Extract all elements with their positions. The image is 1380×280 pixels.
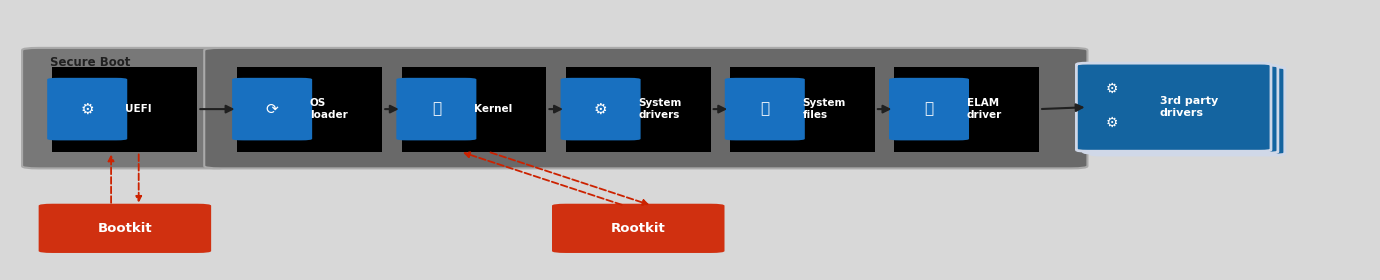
Bar [237, 67, 382, 151]
FancyBboxPatch shape [232, 78, 312, 140]
Text: 3rd party
drivers: 3rd party drivers [1161, 96, 1219, 118]
FancyBboxPatch shape [39, 204, 211, 253]
Text: ⚙: ⚙ [80, 102, 94, 116]
FancyBboxPatch shape [1090, 67, 1285, 155]
Bar [894, 67, 1039, 151]
Text: System
drivers: System drivers [638, 98, 682, 120]
Text: ⟳: ⟳ [266, 102, 279, 116]
FancyBboxPatch shape [1076, 63, 1271, 151]
Text: ⚙: ⚙ [1105, 115, 1118, 129]
Text: Bootkit: Bootkit [98, 222, 152, 235]
Text: OS
loader: OS loader [309, 98, 348, 120]
Text: UEFI: UEFI [124, 104, 152, 114]
Text: Kernel: Kernel [475, 104, 512, 114]
FancyBboxPatch shape [396, 78, 476, 140]
Text: ⚙: ⚙ [593, 102, 607, 116]
Text: ⧉: ⧉ [432, 102, 442, 116]
Bar [730, 67, 875, 151]
FancyBboxPatch shape [724, 78, 805, 140]
FancyBboxPatch shape [889, 78, 969, 140]
Bar [52, 67, 197, 151]
Text: ⛨: ⛨ [925, 102, 934, 116]
Text: Rootkit: Rootkit [611, 222, 665, 235]
Text: ⚙: ⚙ [1105, 81, 1118, 95]
FancyBboxPatch shape [47, 78, 127, 140]
Text: ELAM
driver: ELAM driver [966, 98, 1002, 120]
FancyBboxPatch shape [552, 204, 724, 253]
FancyBboxPatch shape [22, 48, 229, 168]
FancyBboxPatch shape [204, 48, 1087, 168]
FancyBboxPatch shape [1083, 65, 1278, 153]
Bar [402, 67, 546, 151]
Text: ⎕: ⎕ [760, 102, 770, 116]
Bar [566, 67, 711, 151]
Text: System
files: System files [803, 98, 846, 120]
FancyBboxPatch shape [560, 78, 640, 140]
Text: Secure Boot: Secure Boot [50, 56, 130, 69]
